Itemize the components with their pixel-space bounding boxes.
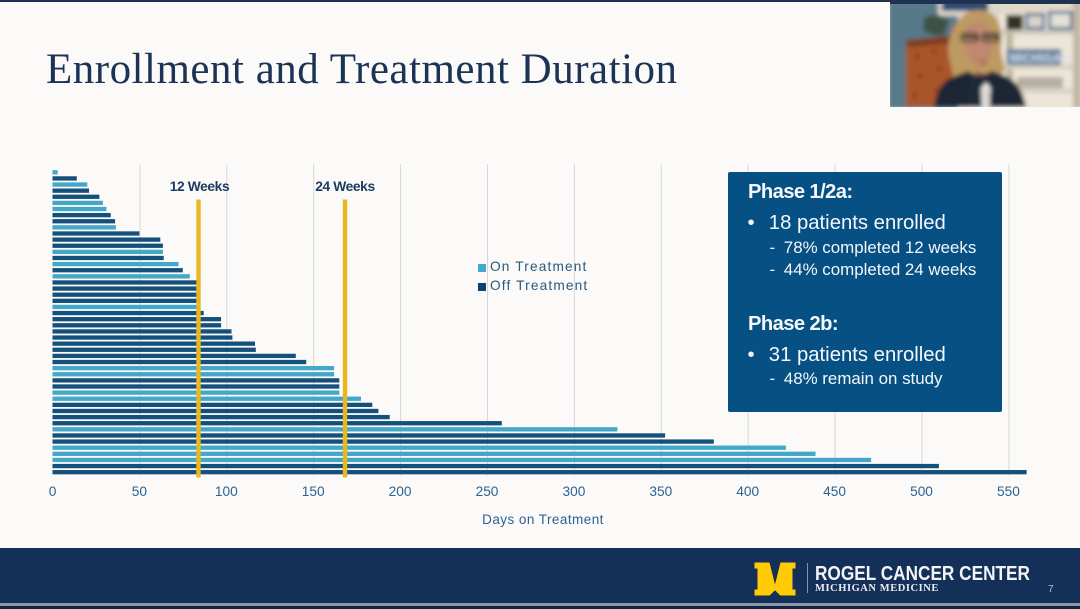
svg-text:MICHIGAN: MICHIGAN	[1010, 53, 1070, 65]
